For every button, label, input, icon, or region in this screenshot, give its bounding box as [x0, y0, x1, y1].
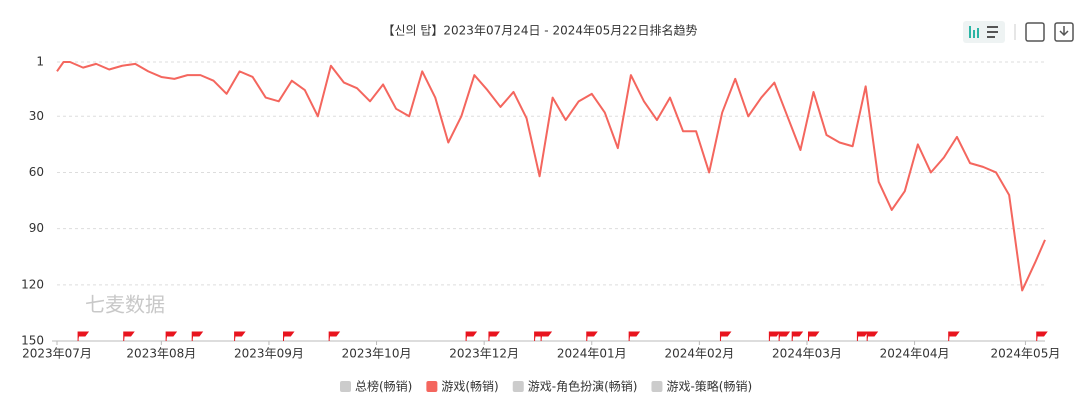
event-flag [191, 331, 204, 341]
legend-item[interactable]: 总榜(畅销) [340, 379, 412, 394]
x-tick-label: 2024年05月 [991, 347, 1061, 361]
bar-icon [969, 26, 979, 38]
y-tick-label: 120 [21, 277, 44, 291]
event-flag [719, 331, 732, 341]
toolbar[interactable] [963, 21, 1074, 43]
y-tick-label: 30 [29, 109, 44, 123]
x-tick-label: 2023年08月 [126, 347, 196, 361]
event-flag [283, 331, 295, 341]
image-button[interactable] [1025, 22, 1045, 42]
event-flag [328, 331, 341, 341]
x-tick-label: 2023年10月 [342, 347, 412, 361]
event-flag [791, 331, 804, 341]
x-tick-label: 2024年04月 [880, 347, 950, 361]
y-tick-label: 1 [36, 55, 44, 69]
event-flag [866, 331, 879, 341]
event-flag [540, 331, 553, 341]
y-tick-label: 150 [21, 334, 44, 348]
event-flag [856, 331, 869, 341]
legend-label: 游戏(畅销) [441, 380, 498, 394]
legend-label: 游戏-策略(畅销) [666, 379, 752, 394]
x-tick-label: 2024年01月 [557, 347, 627, 361]
event-flag [628, 331, 641, 341]
event-flag [948, 331, 960, 341]
y-tick-label: 60 [29, 165, 44, 179]
legend-swatch [651, 381, 663, 392]
watermark: 七麦数据 [85, 293, 165, 317]
x-tick-label: 2024年02月 [664, 347, 734, 361]
line-series [56, 61, 1046, 292]
event-flag [465, 331, 478, 341]
legend-label: 总榜(畅销) [355, 379, 412, 394]
event-flag [807, 331, 820, 341]
y-tick-label: 90 [29, 221, 44, 235]
event-flag [123, 331, 135, 341]
chart-title: 【신의 탑】2023年07月24日 - 2024年05月22日排名趋势 [382, 23, 697, 38]
event-flag [1036, 331, 1048, 341]
download-icon [1059, 26, 1069, 37]
event-flag [234, 331, 246, 341]
legend-swatch [340, 381, 351, 392]
legend-item[interactable]: 游戏-策略(畅销) [651, 379, 752, 394]
download-button[interactable] [1054, 22, 1074, 42]
legend-label: 游戏-角色扮演(畅销) [528, 379, 638, 394]
event-flag [586, 331, 598, 341]
list-icon [987, 26, 998, 38]
event-flag [778, 331, 791, 341]
x-tick-label: 2023年07月 [22, 347, 92, 361]
legend-swatch [426, 381, 438, 392]
x-tick-label: 2023年12月 [449, 347, 519, 361]
x-tick-label: 2024年03月 [772, 347, 842, 361]
event-flag [165, 331, 178, 341]
event-flag [77, 331, 90, 341]
legend-item[interactable]: 游戏(畅销) [426, 380, 499, 394]
event-flag [768, 331, 781, 341]
legend-item[interactable]: 游戏-角色扮演(畅销) [512, 379, 638, 394]
legend-swatch [512, 381, 524, 392]
x-tick-label: 2023年09月 [234, 347, 304, 361]
event-flag [488, 331, 500, 341]
